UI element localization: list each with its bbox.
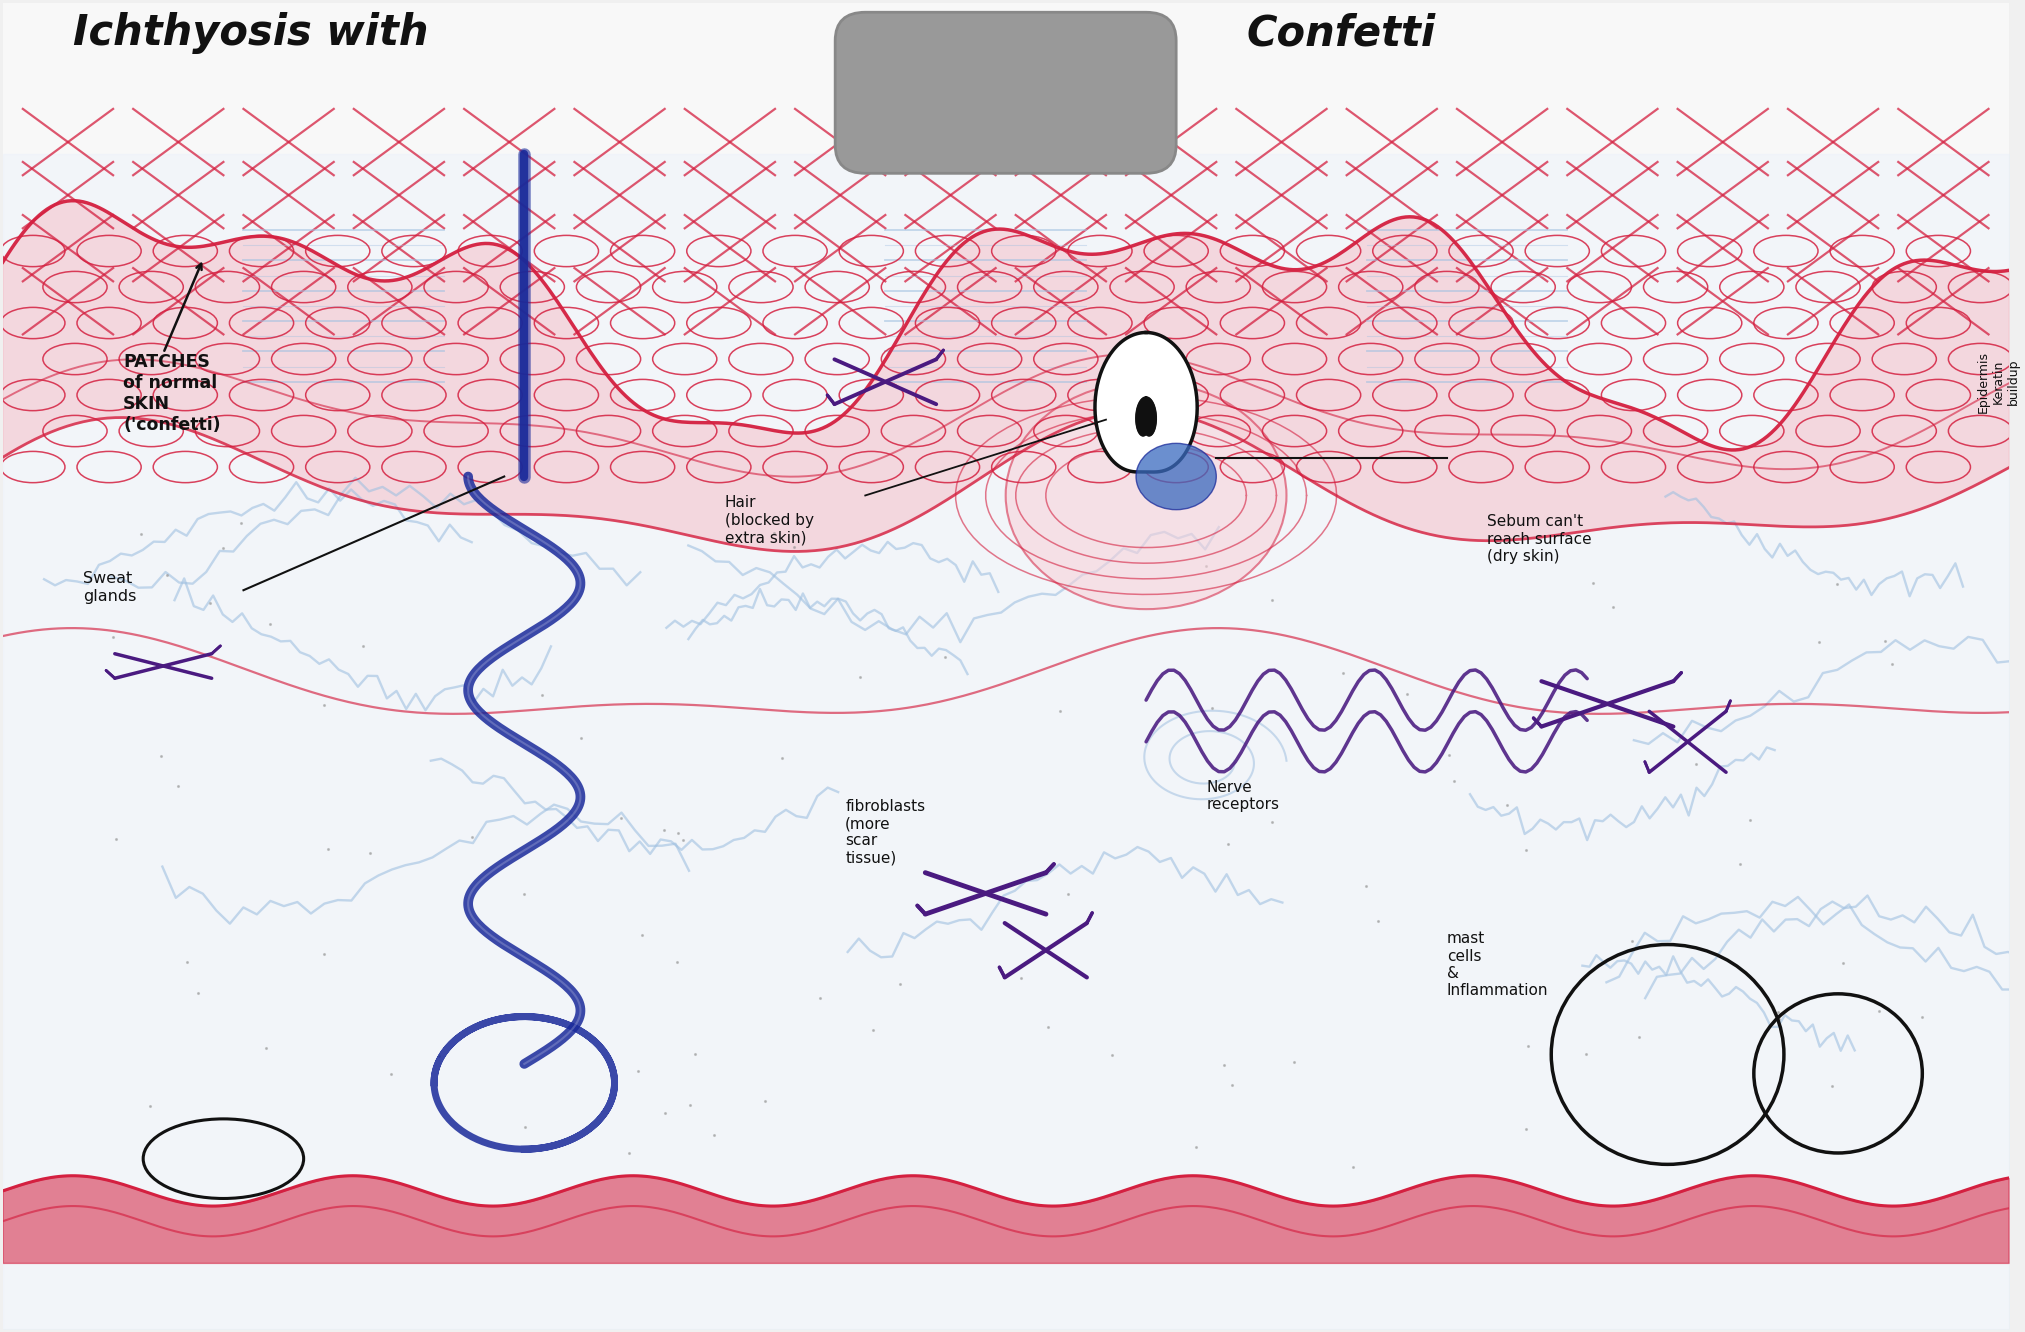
Polygon shape — [1136, 397, 1156, 436]
Text: Epidermis
Keratin
buildup: Epidermis Keratin buildup — [1976, 350, 2021, 413]
Text: Hair
(blocked by
extra skin): Hair (blocked by extra skin) — [725, 496, 814, 545]
Ellipse shape — [1006, 382, 1286, 609]
Polygon shape — [1096, 333, 1197, 472]
Ellipse shape — [1136, 444, 1217, 510]
Text: Ichthyosis with: Ichthyosis with — [73, 12, 429, 55]
Text: Sweat
glands: Sweat glands — [83, 571, 136, 603]
Text: Sebum can't
reach surface
(dry skin): Sebum can't reach surface (dry skin) — [1486, 514, 1592, 565]
Text: Nerve
receptors: Nerve receptors — [1207, 779, 1280, 813]
Text: fibroblasts
(more
scar
tissue): fibroblasts (more scar tissue) — [844, 799, 925, 866]
Text: mast
cells
&
Inflammation: mast cells & Inflammation — [1448, 931, 1549, 999]
FancyBboxPatch shape — [834, 12, 1177, 173]
Text: PATCHES
of normal
SKIN
('confetti): PATCHES of normal SKIN ('confetti) — [124, 353, 221, 434]
Text: Confetti: Confetti — [1245, 12, 1436, 55]
